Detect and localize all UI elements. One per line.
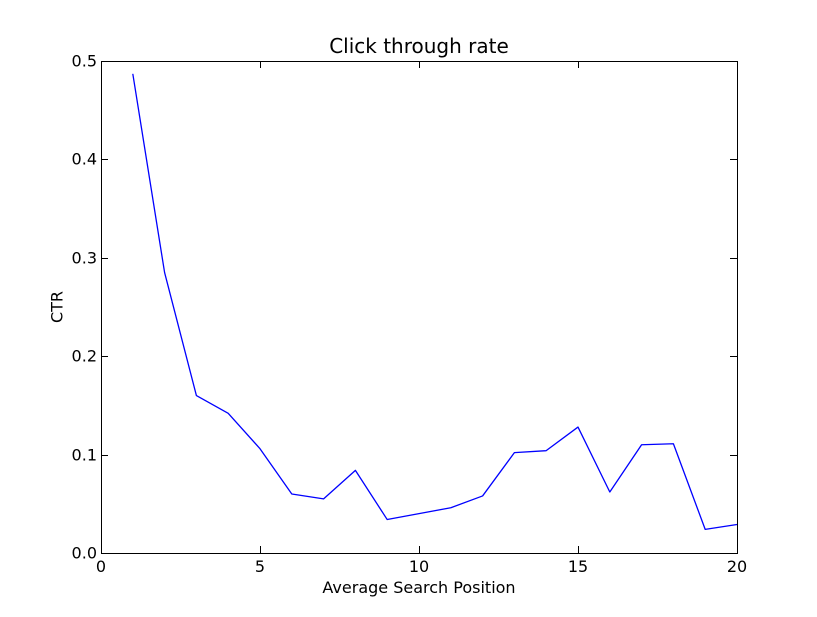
x-tick-label: 20: [726, 557, 748, 576]
x-tick-label: 10: [408, 557, 430, 576]
ctr-line: [132, 73, 738, 531]
y-tick-label: 0.2: [71, 346, 97, 366]
x-tick-label: 0: [95, 557, 107, 576]
y-tick-label: 0.5: [71, 51, 97, 71]
x-tick-label: 5: [254, 557, 266, 576]
y-tick-label: 0.0: [71, 543, 97, 563]
x-axis-label: Average Search Position: [322, 578, 516, 597]
y-tick-label: 0.3: [71, 248, 97, 268]
y-tick-label: 0.4: [71, 149, 97, 169]
axes-frame: [101, 61, 738, 554]
x-tick-label: 15: [567, 557, 589, 576]
y-axis-label: CTR: [47, 290, 67, 324]
chart-title: Click through rate: [329, 34, 509, 58]
y-tick-label: 0.1: [71, 445, 97, 465]
